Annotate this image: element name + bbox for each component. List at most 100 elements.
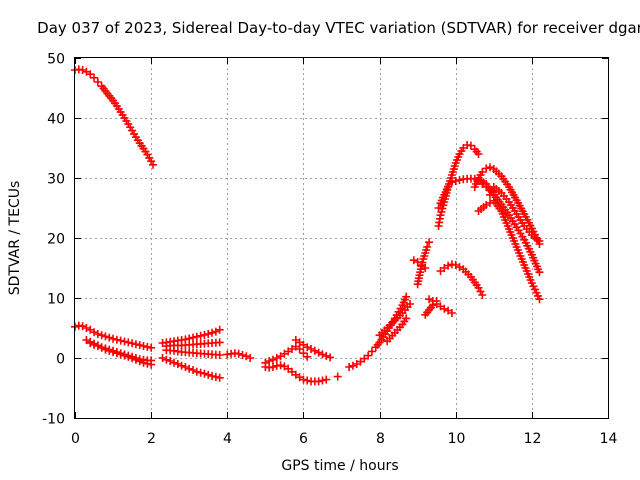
data-point xyxy=(192,367,201,376)
data-point xyxy=(307,345,316,353)
x-tick-label: 6 xyxy=(299,431,308,447)
data-point xyxy=(423,243,432,251)
x-tick-label: 0 xyxy=(71,431,80,447)
data-point xyxy=(276,361,285,370)
data-point xyxy=(112,335,121,344)
axis-ticks: 0 2 4 6 8 10 12 14 -10 0 10 20 30 40 50 xyxy=(42,52,617,448)
chart-title: Day 037 of 2023, Sidereal Day-to-day VTE… xyxy=(37,19,640,37)
data-point xyxy=(367,347,376,356)
data-point xyxy=(482,183,491,191)
data-point xyxy=(299,349,308,358)
data-point xyxy=(345,363,354,371)
data-point xyxy=(409,256,418,265)
x-tick-label: 12 xyxy=(524,431,542,447)
y-tick-label: 50 xyxy=(47,52,65,68)
data-point xyxy=(166,357,175,365)
x-tick-label: 4 xyxy=(223,431,232,447)
series-trace-27 xyxy=(485,183,544,245)
y-axis-label: SDTVAR / TECUs xyxy=(7,181,23,296)
data-point xyxy=(303,376,312,385)
data-point xyxy=(82,324,91,332)
data-point xyxy=(268,355,277,364)
data-point xyxy=(299,375,308,384)
data-point xyxy=(444,261,453,270)
series-trace-2 xyxy=(71,321,156,352)
data-point xyxy=(196,368,205,377)
series-trace-9 xyxy=(223,349,255,362)
series-trace-21 xyxy=(436,260,487,299)
y-tick-label: 30 xyxy=(47,172,65,188)
data-point xyxy=(147,343,156,352)
data-point xyxy=(93,342,102,350)
data-point xyxy=(135,341,144,350)
data-point xyxy=(185,364,194,373)
data-point xyxy=(90,328,99,337)
data-point xyxy=(116,336,125,345)
x-tick-label: 8 xyxy=(376,431,385,447)
data-point xyxy=(143,342,152,351)
series-trace-18 xyxy=(409,256,430,272)
data-point xyxy=(93,330,102,338)
data-point xyxy=(478,168,487,176)
data-point xyxy=(90,340,99,349)
y-tick-label: 0 xyxy=(56,352,65,368)
data-point xyxy=(124,352,133,361)
y-tick-label: -10 xyxy=(42,412,65,428)
data-point xyxy=(86,70,95,79)
series-trace-11 xyxy=(261,361,331,386)
data-point xyxy=(109,348,118,356)
data-marks xyxy=(71,65,544,386)
x-tick-label: 14 xyxy=(600,431,618,447)
data-point xyxy=(482,164,491,173)
data-point xyxy=(268,363,277,371)
data-point xyxy=(406,300,415,308)
data-point xyxy=(326,353,335,362)
series-trace-16 xyxy=(383,314,411,346)
data-point xyxy=(211,327,220,336)
data-point xyxy=(135,357,144,366)
data-point xyxy=(162,355,171,364)
data-point xyxy=(535,268,544,277)
data-point xyxy=(131,340,140,349)
data-point xyxy=(101,332,110,341)
data-point xyxy=(105,346,114,355)
series-trace-20 xyxy=(425,295,456,317)
series-trace-26 xyxy=(474,196,544,304)
data-point xyxy=(196,331,205,340)
data-point xyxy=(105,333,114,342)
x-tick-label: 2 xyxy=(147,431,156,447)
data-point xyxy=(97,343,106,352)
data-point xyxy=(143,359,152,368)
data-point xyxy=(402,292,411,301)
data-point xyxy=(189,333,198,342)
data-point xyxy=(322,375,331,384)
data-point xyxy=(200,369,209,378)
plot-frame xyxy=(74,57,609,419)
data-point xyxy=(333,372,342,381)
data-point xyxy=(303,352,312,361)
series-trace-4 xyxy=(86,339,156,369)
data-point xyxy=(116,350,125,359)
y-tick-label: 20 xyxy=(47,232,65,248)
data-point xyxy=(402,314,411,323)
data-point xyxy=(139,342,148,350)
data-point xyxy=(139,358,148,367)
x-tick-label: 10 xyxy=(448,431,466,447)
data-point xyxy=(434,204,443,212)
data-point xyxy=(238,351,247,359)
x-axis-label: GPS time / hours xyxy=(281,458,398,474)
y-tick-label: 40 xyxy=(47,112,65,128)
data-point xyxy=(215,338,224,347)
data-point xyxy=(425,295,434,304)
data-point xyxy=(181,363,190,371)
data-point xyxy=(177,361,186,370)
data-point xyxy=(246,354,255,362)
series-trace-12 xyxy=(291,336,335,362)
data-point xyxy=(78,322,87,331)
data-point xyxy=(101,345,110,354)
data-point xyxy=(120,337,129,346)
data-point xyxy=(189,366,198,374)
data-point xyxy=(303,343,312,352)
data-point xyxy=(128,354,137,363)
